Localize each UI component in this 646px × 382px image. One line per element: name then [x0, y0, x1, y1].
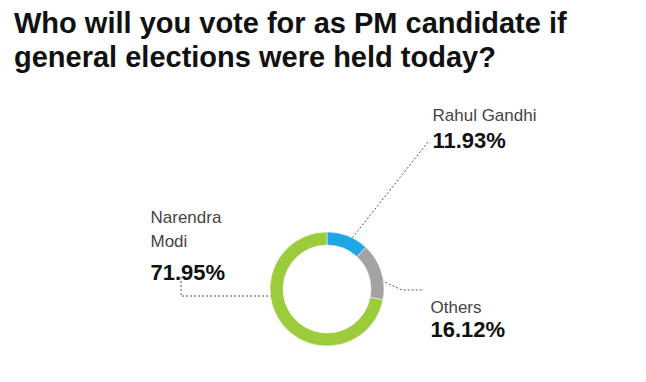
svg-text:Others: Others: [431, 298, 482, 317]
svg-text:Rahul Gandhi: Rahul Gandhi: [433, 106, 537, 125]
svg-text:16.12%: 16.12%: [431, 317, 506, 342]
svg-text:NarendraModi: NarendraModi: [151, 208, 222, 251]
svg-text:71.95%: 71.95%: [151, 260, 226, 285]
html-text:Who will you vote for as PM ca: Who will you vote for as PM candidate if…: [14, 7, 567, 73]
svg-text:11.93%: 11.93%: [433, 128, 506, 153]
